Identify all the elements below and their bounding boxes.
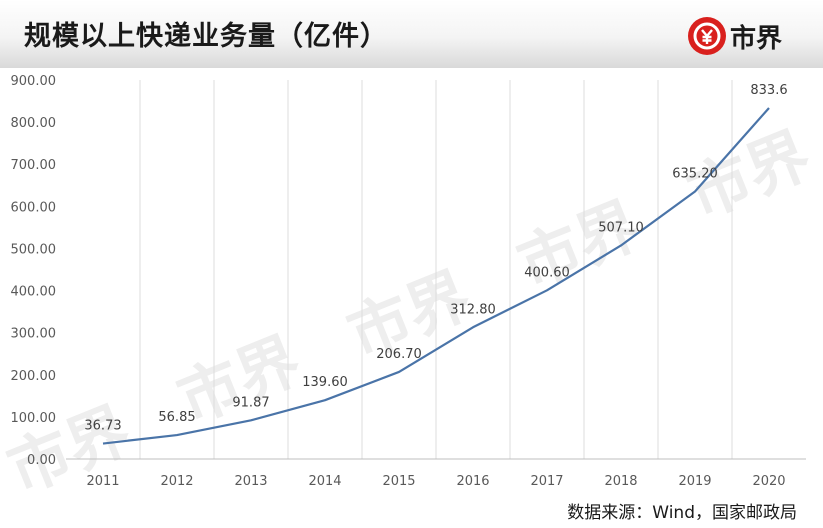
logo-text: 市界 xyxy=(730,23,783,54)
series-line xyxy=(102,107,770,445)
header-bar: 规模以上快递业务量（亿件） 市界 xyxy=(0,0,823,68)
line-chart: 0.00 100.00 200.00 300.00 400.00 500.00 600.00… xyxy=(0,68,823,500)
x-tick-label: 2018 xyxy=(604,474,637,489)
chart-svg: 0.00 100.00 200.00 300.00 400.00 500.00 600.00… xyxy=(11,74,806,489)
y-tick-label: 600.00 xyxy=(11,200,57,215)
data-label: 312.80 xyxy=(450,302,496,317)
data-label: 833.6 xyxy=(750,83,787,98)
data-label: 56.85 xyxy=(158,410,195,425)
y-tick-label: 900.00 xyxy=(11,74,57,89)
y-tick-label: 400.00 xyxy=(11,285,57,300)
y-tick-label: 500.00 xyxy=(11,242,57,257)
y-tick-label: 100.00 xyxy=(11,411,57,426)
x-tick-label: 2016 xyxy=(456,474,489,489)
y-tick-label: 700.00 xyxy=(11,158,57,173)
x-tick-label: 2017 xyxy=(530,474,563,489)
data-label: 91.87 xyxy=(232,395,269,410)
data-label: 36.73 xyxy=(84,419,121,434)
source-note: 数据来源：Wind，国家邮政局 xyxy=(567,503,797,523)
x-tick-label: 2013 xyxy=(234,474,267,489)
data-label: 400.60 xyxy=(524,265,570,280)
y-tick-label: 800.00 xyxy=(11,116,57,131)
x-tick-label: 2011 xyxy=(86,474,119,489)
y-tick-label: 300.00 xyxy=(11,327,57,342)
data-label: 139.60 xyxy=(302,375,348,390)
data-label: 635.20 xyxy=(672,167,718,182)
brand-logo: 市界 xyxy=(688,14,782,58)
y-tick-label: 0.00 xyxy=(27,453,56,468)
y-tick-label: 200.00 xyxy=(11,369,57,384)
x-tick-label: 2015 xyxy=(382,474,415,489)
x-tick-label: 2020 xyxy=(752,474,785,489)
data-label: 206.70 xyxy=(376,347,422,362)
data-label: 507.10 xyxy=(598,220,644,235)
yuan-shield-icon xyxy=(688,17,726,55)
x-tick-label: 2019 xyxy=(678,474,711,489)
chart-title: 规模以上快递业务量（亿件） xyxy=(24,21,388,52)
x-tick-label: 2014 xyxy=(308,474,341,489)
x-tick-label: 2012 xyxy=(160,474,193,489)
